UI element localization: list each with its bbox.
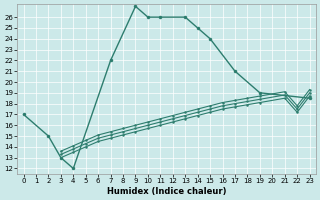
X-axis label: Humidex (Indice chaleur): Humidex (Indice chaleur) bbox=[107, 187, 226, 196]
